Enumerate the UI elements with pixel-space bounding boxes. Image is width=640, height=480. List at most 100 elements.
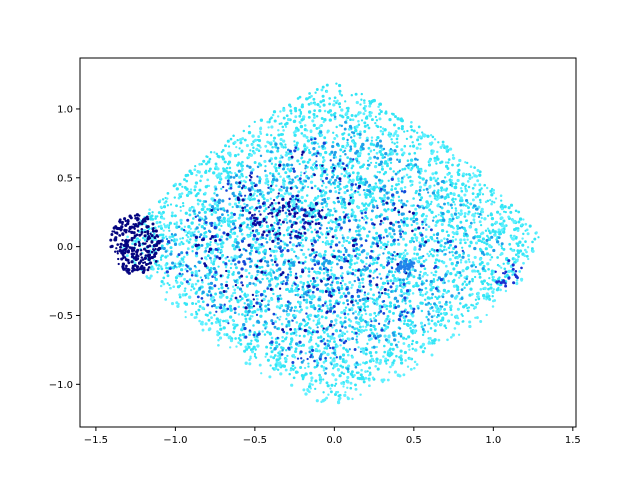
scatter-point bbox=[313, 228, 317, 231]
scatter-point bbox=[376, 170, 379, 174]
scatter-point bbox=[270, 277, 274, 281]
scatter-point bbox=[359, 103, 362, 106]
scatter-point bbox=[470, 264, 474, 268]
scatter-point bbox=[274, 320, 278, 324]
scatter-point bbox=[477, 235, 482, 239]
scatter-point bbox=[247, 156, 251, 159]
scatter-point bbox=[266, 191, 270, 195]
scatter-point bbox=[421, 223, 424, 226]
scatter-point bbox=[324, 204, 329, 208]
scatter-point bbox=[377, 295, 382, 299]
scatter-point bbox=[375, 261, 379, 265]
scatter-point bbox=[343, 393, 347, 398]
scatter-point bbox=[346, 291, 351, 295]
scatter-point bbox=[236, 286, 240, 289]
scatter-point bbox=[311, 331, 314, 334]
scatter-point bbox=[265, 198, 270, 203]
scatter-point bbox=[431, 172, 435, 176]
scatter-point bbox=[246, 298, 249, 302]
scatter-point bbox=[269, 346, 273, 350]
scatter-point bbox=[481, 267, 485, 271]
scatter-point bbox=[461, 246, 464, 249]
scatter-point bbox=[391, 193, 395, 197]
scatter-point bbox=[185, 292, 188, 296]
scatter-point bbox=[313, 255, 317, 259]
scatter-point bbox=[159, 284, 163, 288]
scatter-point bbox=[355, 261, 359, 265]
scatter-point bbox=[366, 123, 369, 127]
scatter-point bbox=[430, 296, 434, 300]
scatter-point bbox=[194, 215, 197, 218]
scatter-point bbox=[313, 184, 317, 188]
scatter-point bbox=[471, 261, 475, 264]
scatter-point bbox=[476, 301, 480, 305]
scatter-point bbox=[286, 305, 290, 309]
scatter-point bbox=[272, 227, 276, 231]
scatter-point bbox=[248, 178, 252, 182]
scatter-point bbox=[179, 262, 182, 266]
scatter-point bbox=[412, 144, 416, 148]
scatter-point bbox=[391, 257, 395, 261]
scatter-point bbox=[294, 306, 297, 309]
scatter-point bbox=[309, 327, 312, 330]
scatter-point bbox=[265, 233, 269, 237]
scatter-point bbox=[326, 173, 329, 176]
scatter-point bbox=[232, 134, 235, 137]
scatter-point bbox=[471, 269, 475, 273]
scatter-point bbox=[165, 266, 168, 270]
scatter-point bbox=[531, 249, 535, 253]
scatter-point bbox=[373, 269, 377, 273]
scatter-point bbox=[305, 298, 309, 302]
scatter-point bbox=[349, 372, 353, 376]
scatter-point bbox=[374, 336, 378, 340]
scatter-point bbox=[425, 315, 428, 319]
scatter-point bbox=[365, 328, 368, 332]
scatter-point bbox=[169, 286, 172, 290]
scatter-point bbox=[397, 304, 401, 308]
scatter-point bbox=[454, 207, 457, 210]
scatter-point bbox=[270, 297, 274, 301]
scatter-point bbox=[339, 256, 343, 260]
scatter-point bbox=[348, 308, 352, 312]
scatter-point bbox=[263, 252, 267, 256]
scatter-point bbox=[220, 219, 223, 223]
scatter-point bbox=[204, 276, 208, 280]
scatter-point bbox=[264, 207, 268, 211]
scatter-point bbox=[143, 228, 147, 232]
scatter-point bbox=[231, 205, 234, 209]
scatter-point bbox=[461, 269, 465, 273]
scatter-point bbox=[277, 133, 281, 137]
scatter-point bbox=[195, 192, 199, 196]
scatter-point bbox=[524, 240, 527, 243]
scatter-point bbox=[234, 181, 238, 185]
scatter-point bbox=[131, 242, 134, 246]
scatter-point bbox=[192, 287, 196, 290]
scatter-point bbox=[375, 239, 380, 243]
scatter-point bbox=[266, 330, 269, 334]
scatter-point bbox=[315, 251, 318, 254]
scatter-point bbox=[174, 182, 177, 186]
scatter-point bbox=[310, 376, 314, 380]
scatter-point bbox=[355, 252, 359, 256]
scatter-point bbox=[455, 230, 459, 234]
scatter-point bbox=[284, 211, 288, 215]
scatter-point bbox=[362, 163, 366, 167]
scatter-point bbox=[445, 248, 448, 251]
scatter-point bbox=[424, 181, 428, 184]
scatter-point bbox=[322, 267, 326, 271]
scatter-point bbox=[208, 167, 212, 171]
scatter-point bbox=[330, 150, 334, 154]
scatter-point bbox=[176, 255, 179, 258]
scatter-point bbox=[310, 238, 314, 243]
scatter-point bbox=[350, 237, 353, 241]
scatter-point bbox=[256, 189, 260, 192]
scatter-point bbox=[378, 339, 381, 342]
scatter-point bbox=[361, 277, 365, 281]
scatter-point bbox=[226, 179, 230, 183]
scatter-point bbox=[321, 240, 325, 244]
scatter-point bbox=[273, 347, 277, 351]
scatter-point bbox=[404, 302, 407, 305]
scatter-point bbox=[351, 397, 354, 401]
scatter-point bbox=[312, 285, 316, 289]
scatter-point bbox=[287, 320, 291, 324]
